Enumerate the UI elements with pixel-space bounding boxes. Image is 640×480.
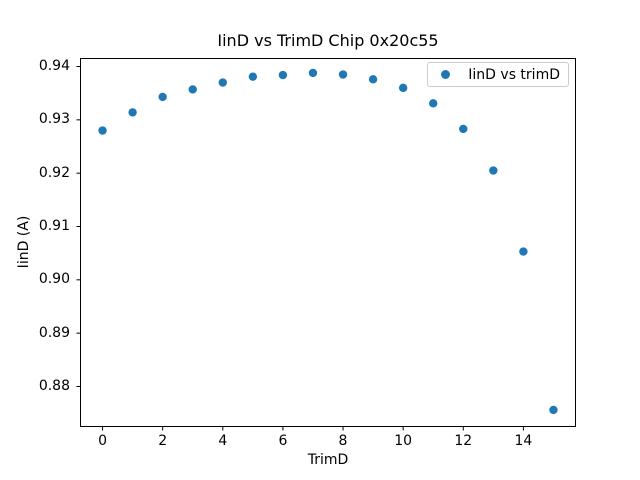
x-tick-label: 2 (158, 433, 168, 449)
y-tick-label: 0.94 (38, 58, 70, 75)
plot-title: IinD vs TrimD Chip 0x20c55 (217, 31, 439, 50)
plot-area: IinD vs trimD (80, 58, 576, 427)
x-tick-label: 6 (278, 433, 288, 449)
x-tick-label: 14 (514, 433, 533, 449)
x-tick-label: 12 (454, 433, 473, 449)
y-tick-label: 0.90 (38, 271, 70, 288)
y-tick-label: 0.93 (38, 111, 70, 128)
y-tick-label: 0.91 (38, 218, 70, 234)
x-tick-label: 4 (218, 433, 228, 449)
x-tick-label: 8 (338, 433, 348, 449)
y-tick-label: 0.92 (38, 164, 70, 181)
legend: IinD vs trimD (427, 62, 569, 87)
y-tick-label: 0.89 (38, 324, 70, 341)
legend-marker-icon (441, 70, 451, 79)
x-axis-label: TrimD (307, 452, 349, 468)
legend-label: IinD vs trimD (468, 66, 560, 83)
x-tick-label: 0 (98, 433, 107, 449)
x-tick-label: 10 (394, 433, 413, 449)
y-tick-label: 0.88 (38, 377, 70, 394)
